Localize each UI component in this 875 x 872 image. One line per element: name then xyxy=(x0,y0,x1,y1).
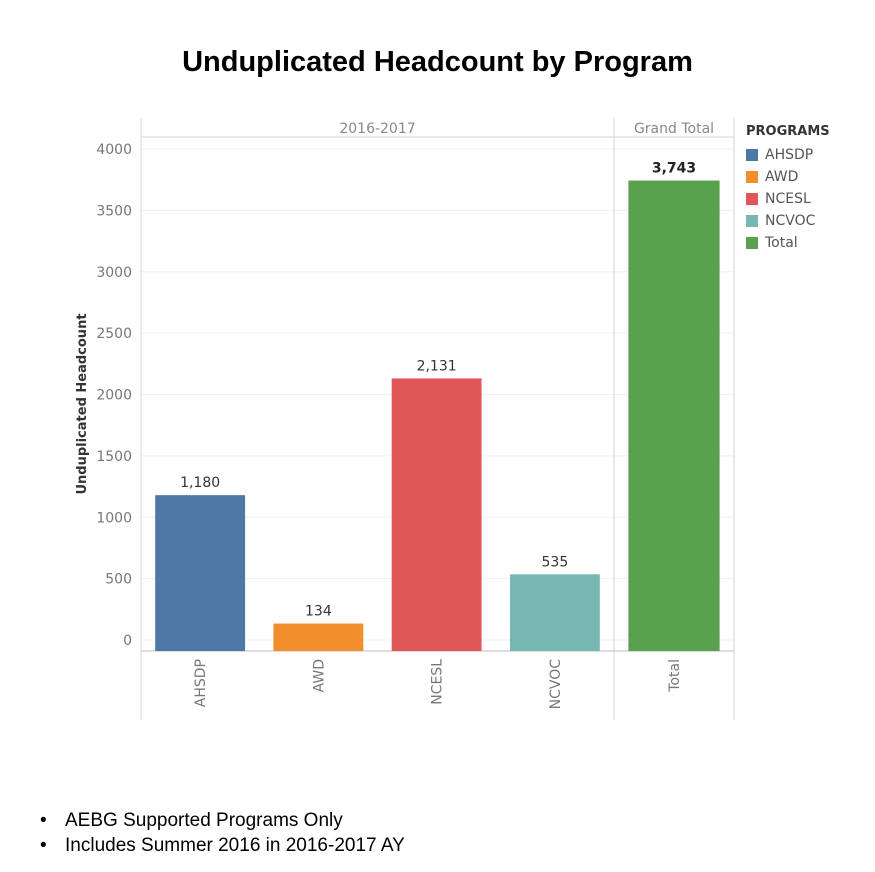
x-tick-label: AWD xyxy=(311,659,327,692)
data-label: 535 xyxy=(542,554,569,570)
x-tick-label: AHSDP xyxy=(193,659,209,707)
legend: PROGRAMS AHSDP AWD NCESL NCVOC Total xyxy=(746,124,830,254)
legend-swatch xyxy=(746,215,758,227)
y-tick-label: 4000 xyxy=(96,142,132,158)
legend-swatch xyxy=(746,237,758,249)
footnote: • AEBG Supported Programs Only xyxy=(40,810,343,831)
x-tick-label: Total xyxy=(667,659,683,693)
bar-chart: 0 500 1000 1500 2000 2500 3000 3500 4000 Unduplic… xyxy=(75,118,735,720)
legend-swatch xyxy=(746,193,758,205)
bar-awd xyxy=(273,623,364,651)
y-tick-label: 500 xyxy=(105,572,132,588)
x-tick-label: NCESL xyxy=(430,659,446,705)
legend-item: AWD xyxy=(746,166,830,188)
data-label: 2,131 xyxy=(417,358,457,374)
y-tick-label: 3500 xyxy=(96,203,132,219)
bullet-icon: • xyxy=(40,810,47,831)
legend-item: AHSDP xyxy=(746,144,830,166)
legend-item: NCVOC xyxy=(746,210,830,232)
legend-label: AWD xyxy=(765,169,799,185)
legend-swatch xyxy=(746,171,758,183)
bullet-icon: • xyxy=(40,835,47,856)
legend-item: Total xyxy=(746,232,830,254)
y-axis-label: Unduplicated Headcount xyxy=(75,313,90,494)
chart-title: Unduplicated Headcount by Program xyxy=(182,46,693,78)
y-tick-label: 3000 xyxy=(96,265,132,281)
data-label: 134 xyxy=(305,604,332,620)
bar-ncesl xyxy=(391,378,482,651)
data-label: 3,743 xyxy=(652,161,696,177)
footnotes: • AEBG Supported Programs Only • Includes … xyxy=(40,808,405,858)
x-tick-label: NCVOC xyxy=(548,659,564,710)
bar-ncvoc xyxy=(509,574,600,651)
y-tick-label: 2500 xyxy=(96,326,132,342)
y-tick-label: 2000 xyxy=(96,388,132,404)
legend-label: Total xyxy=(765,235,798,251)
bar-ahsdp xyxy=(155,495,246,651)
panel-header: Grand Total xyxy=(634,121,714,137)
legend-title: PROGRAMS xyxy=(746,124,830,139)
data-label: 1,180 xyxy=(180,475,220,491)
bar-total xyxy=(628,180,720,651)
legend-swatch xyxy=(746,149,758,161)
y-tick-label: 0 xyxy=(123,633,132,649)
legend-label: NCESL xyxy=(765,191,811,207)
y-tick-label: 1500 xyxy=(96,449,132,465)
panel-header: 2016-2017 xyxy=(339,121,415,137)
footnote: • Includes Summer 2016 in 2016-2017 AY xyxy=(40,835,405,856)
legend-label: AHSDP xyxy=(765,147,814,163)
y-tick-label: 1000 xyxy=(96,510,132,526)
legend-item: NCESL xyxy=(746,188,830,210)
legend-label: NCVOC xyxy=(765,213,816,229)
